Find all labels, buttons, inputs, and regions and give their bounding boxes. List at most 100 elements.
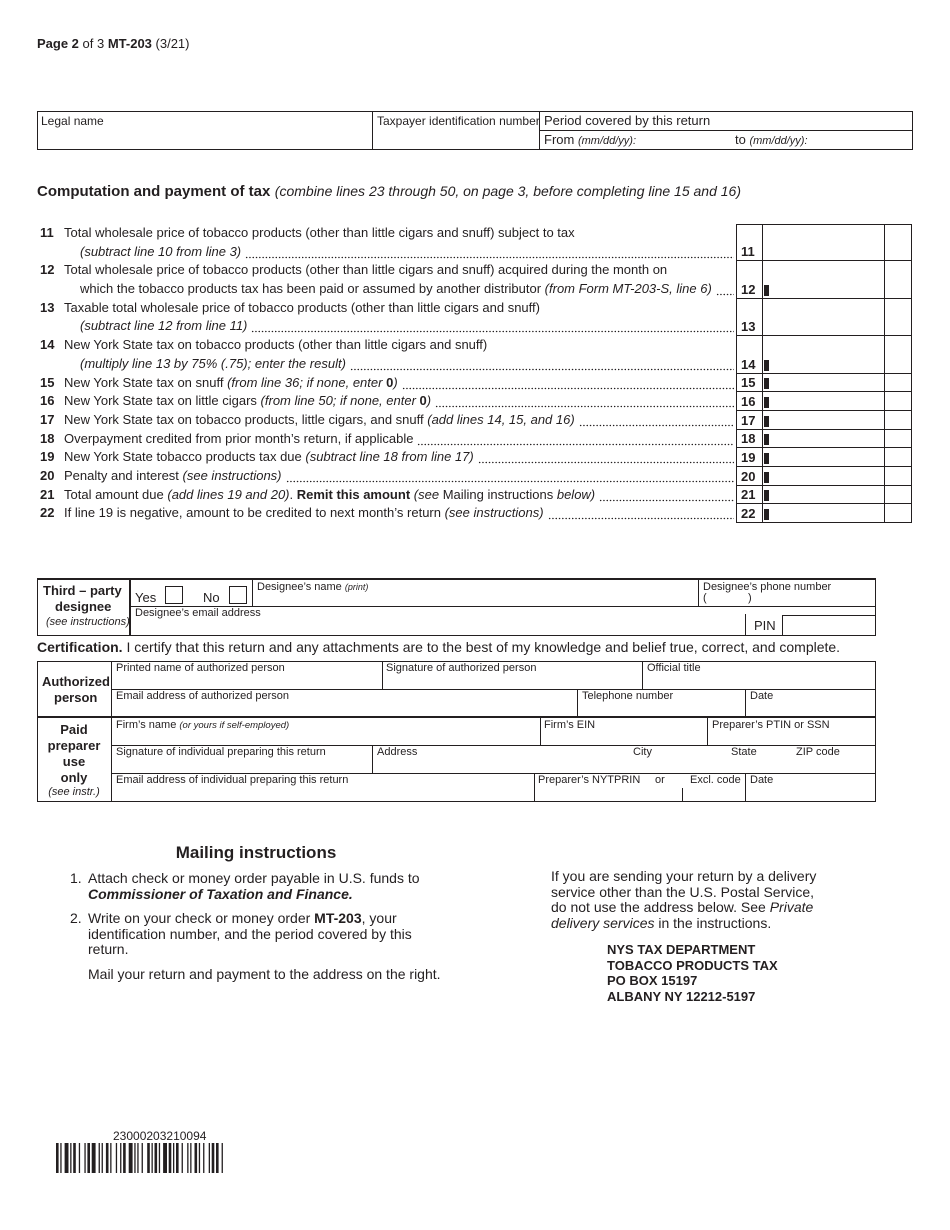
text-run: which the tobacco products tax has been … [80,281,545,297]
field-label: Telephone number [582,690,674,702]
pin-box[interactable] [782,615,876,636]
cents-field[interactable] [885,467,912,486]
amount-field[interactable] [763,485,885,505]
mailing-title: Mailing instructions [175,843,337,862]
amount-field[interactable] [763,504,885,524]
text-run: New York State tobacco products tax due [64,449,306,465]
line-row: 22 If line 19 is negative, amount to be c… [37,504,736,524]
cents-field[interactable] [885,298,912,337]
field-label: From [544,132,575,147]
leader [547,504,734,524]
field-label: Firm’s name (or yours if self-employed) [116,719,289,731]
cents-field[interactable] [885,410,912,430]
line-desc: Total amount due (add lines 19 and 20). … [64,486,595,505]
barcode-bar [87,1143,90,1173]
line-row: 15 New York State tax on snuff (from line… [37,373,736,393]
barcode-bar [190,1143,192,1173]
cents-field[interactable] [885,373,912,393]
divider [382,661,383,689]
line-desc: Total wholesale price of tobacco product… [64,224,575,243]
text-run: New York State tax on little cigars [64,393,261,409]
text-run: (from line 36; if none, enter [227,374,387,390]
line: 20 Penalty and interest (see instructions… [37,467,913,486]
amount-field[interactable] [763,298,885,337]
amount-field[interactable] [763,373,885,393]
checkbox[interactable] [229,586,247,604]
line-number: 15 [40,374,55,390]
divider [372,745,373,773]
line-desc: Penalty and interest (see instructions) [64,467,282,486]
amount-field[interactable] [763,224,885,262]
item-text: Write on your check or money order MT-20… [88,910,433,958]
field-label: Signature of individual preparing this r… [116,746,326,758]
line: 15 New York State tax on snuff (from line… [37,373,913,393]
amount-field[interactable] [763,392,885,411]
field-label: Designee’s email address [135,607,261,619]
cents-field[interactable] [885,336,912,374]
section-note: (combine lines 23 through 50, on page 3,… [274,183,742,199]
cents-field[interactable] [885,261,912,299]
barcode-bar [70,1143,72,1173]
text-run: Mailing instructions [442,486,557,502]
marker [764,434,769,446]
cents-field[interactable] [885,429,912,449]
barcode-bar [101,1143,103,1173]
line-desc: which the tobacco products tax has been … [80,280,712,299]
line-number: 18 [40,430,55,446]
amount-field[interactable] [763,429,885,449]
page-header: Page 2 of 3 MT-203 (3/21) [37,36,190,51]
leader [715,280,734,299]
section-label: Authorized [42,674,110,689]
leader [417,429,734,449]
amount-field[interactable] [763,467,885,486]
field-label: Email address of authorized person [116,690,290,702]
field-label: Designee’s name (print) [257,581,368,593]
line-row: (multiply line 13 by 75% (.75); enter th… [37,354,736,374]
field-label: Signature of authorized person [386,662,537,674]
divider [540,717,541,745]
address-line: PO BOX 15197 [607,973,698,989]
barcode-bar [168,1143,172,1173]
text-run: Total wholesale price of tobacco product… [64,262,668,278]
section-label-line: only [60,770,88,785]
text-run: Penalty and interest [64,468,183,483]
cents-field[interactable] [885,448,912,467]
barcode-bar [163,1143,167,1173]
barcode-bar [123,1143,126,1173]
leader [285,467,734,486]
section-label-line: use [62,754,86,769]
checkbox[interactable] [165,586,183,604]
cents-field[interactable] [885,504,912,524]
line-row: (subtract line 10 from line 3) [37,242,736,262]
text-run: New York State tax on snuff [64,374,228,390]
field-label: Taxpayer identification number [377,114,540,128]
item-number: 2. [70,910,82,926]
address-line: ALBANY NY 12212-5197 [607,988,756,1004]
text-run: Taxable total wholesale price of tobacco… [64,299,540,315]
barcode-bar [105,1143,109,1173]
divider [37,716,876,718]
text-run: If line 19 is negative, amount to be cre… [64,505,445,521]
amount-field[interactable] [763,448,885,467]
amount-field[interactable] [763,336,885,374]
line-number: 14 [40,337,55,353]
barcode-bar [158,1143,161,1173]
barcode-bar [216,1143,219,1173]
text-run: 0 [419,393,427,409]
barcode-bar [120,1143,122,1173]
section-label-line: Paid [60,722,88,737]
barcode-bar [194,1143,198,1173]
amount-field[interactable] [763,261,885,299]
barcode-bar [134,1143,136,1173]
section-title: Computation and payment of tax (combine … [37,183,741,201]
marker [764,415,769,427]
cents-field[interactable] [885,392,912,411]
line-row: 13 Taxable total wholesale price of tobac… [37,299,736,318]
amount-field[interactable] [763,410,885,430]
line-row: 17 New York State tax on tobacco products… [37,410,736,430]
cents-field[interactable] [885,224,912,262]
cents-field[interactable] [885,485,912,505]
line-row: (subtract line 12 from line 11) [37,317,736,337]
text-run: Private delivery services [551,899,814,931]
box-number: 15 [736,373,763,393]
